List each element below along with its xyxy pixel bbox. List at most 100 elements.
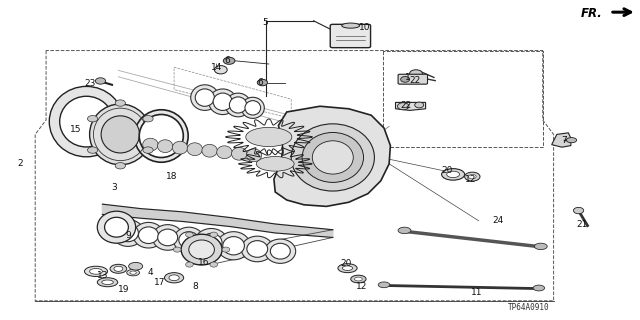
- Ellipse shape: [291, 124, 374, 191]
- Ellipse shape: [573, 207, 584, 214]
- Polygon shape: [102, 204, 333, 237]
- Ellipse shape: [241, 97, 264, 118]
- Text: 18: 18: [166, 172, 177, 181]
- Ellipse shape: [217, 146, 232, 159]
- Ellipse shape: [566, 138, 577, 143]
- Ellipse shape: [187, 143, 202, 156]
- Ellipse shape: [88, 116, 98, 122]
- Text: 10: 10: [359, 23, 371, 32]
- Ellipse shape: [143, 147, 153, 153]
- Ellipse shape: [415, 102, 424, 108]
- Ellipse shape: [133, 222, 164, 248]
- Ellipse shape: [213, 93, 232, 110]
- Text: 13: 13: [97, 271, 108, 280]
- Ellipse shape: [181, 234, 222, 265]
- Ellipse shape: [189, 240, 214, 259]
- Text: 14: 14: [211, 63, 222, 72]
- Ellipse shape: [127, 269, 140, 276]
- Ellipse shape: [195, 228, 228, 257]
- Ellipse shape: [465, 172, 480, 181]
- Text: 5: 5: [263, 18, 268, 27]
- Ellipse shape: [225, 93, 251, 117]
- Ellipse shape: [232, 147, 247, 160]
- Ellipse shape: [90, 104, 151, 165]
- FancyBboxPatch shape: [398, 74, 428, 84]
- Text: 3: 3: [111, 183, 116, 192]
- Ellipse shape: [164, 273, 184, 283]
- Ellipse shape: [102, 280, 113, 284]
- Ellipse shape: [312, 141, 353, 174]
- Ellipse shape: [223, 236, 244, 255]
- Ellipse shape: [90, 268, 102, 274]
- Ellipse shape: [115, 100, 125, 106]
- Ellipse shape: [143, 116, 153, 122]
- Text: 19: 19: [118, 285, 129, 294]
- Ellipse shape: [97, 211, 136, 243]
- Ellipse shape: [342, 266, 353, 270]
- Ellipse shape: [186, 262, 193, 267]
- Text: TP64A0910: TP64A0910: [508, 303, 549, 312]
- Text: 7: 7: [562, 136, 567, 145]
- Ellipse shape: [200, 233, 222, 252]
- Text: 22: 22: [401, 101, 412, 110]
- Text: 4: 4: [148, 268, 153, 277]
- Ellipse shape: [217, 232, 250, 260]
- Ellipse shape: [129, 262, 143, 270]
- Ellipse shape: [401, 76, 410, 82]
- Ellipse shape: [191, 85, 219, 110]
- Ellipse shape: [245, 101, 260, 115]
- Ellipse shape: [214, 66, 227, 74]
- Text: 15: 15: [70, 125, 81, 134]
- Ellipse shape: [210, 232, 218, 237]
- Ellipse shape: [302, 132, 364, 182]
- Ellipse shape: [60, 96, 113, 147]
- Ellipse shape: [342, 23, 360, 28]
- Text: 2: 2: [18, 159, 23, 168]
- Ellipse shape: [229, 97, 247, 113]
- Text: 24: 24: [492, 216, 504, 225]
- Ellipse shape: [195, 89, 214, 106]
- Text: 22: 22: [409, 76, 420, 85]
- Text: 1: 1: [406, 73, 411, 82]
- Ellipse shape: [186, 232, 193, 237]
- Ellipse shape: [410, 70, 422, 77]
- Text: 8: 8: [193, 282, 198, 291]
- Ellipse shape: [257, 79, 268, 86]
- Text: 20: 20: [340, 259, 351, 268]
- Ellipse shape: [130, 271, 136, 274]
- Ellipse shape: [468, 174, 476, 179]
- FancyBboxPatch shape: [330, 24, 371, 48]
- Text: 6: 6: [225, 56, 230, 65]
- Text: 12: 12: [356, 282, 367, 291]
- Ellipse shape: [157, 140, 173, 153]
- Ellipse shape: [138, 227, 159, 244]
- Ellipse shape: [210, 262, 218, 267]
- Ellipse shape: [247, 241, 268, 257]
- Ellipse shape: [338, 264, 357, 273]
- Ellipse shape: [447, 171, 460, 178]
- Ellipse shape: [223, 57, 235, 64]
- Ellipse shape: [534, 243, 547, 250]
- Ellipse shape: [169, 275, 179, 281]
- Text: 23: 23: [84, 79, 95, 88]
- Ellipse shape: [140, 115, 183, 157]
- Ellipse shape: [88, 147, 98, 153]
- Text: 20: 20: [441, 166, 452, 175]
- Text: FR.: FR.: [581, 7, 603, 20]
- Text: 12: 12: [465, 175, 476, 184]
- Ellipse shape: [172, 141, 188, 154]
- Ellipse shape: [265, 239, 296, 263]
- Ellipse shape: [209, 89, 237, 115]
- Ellipse shape: [442, 169, 465, 180]
- Ellipse shape: [355, 277, 362, 281]
- Ellipse shape: [115, 163, 125, 169]
- Polygon shape: [552, 133, 571, 147]
- Ellipse shape: [110, 264, 127, 273]
- Ellipse shape: [101, 116, 140, 153]
- Ellipse shape: [173, 247, 181, 252]
- Ellipse shape: [173, 227, 204, 253]
- Ellipse shape: [246, 149, 262, 162]
- Ellipse shape: [84, 266, 108, 276]
- Ellipse shape: [118, 224, 138, 242]
- Text: 16: 16: [198, 258, 209, 267]
